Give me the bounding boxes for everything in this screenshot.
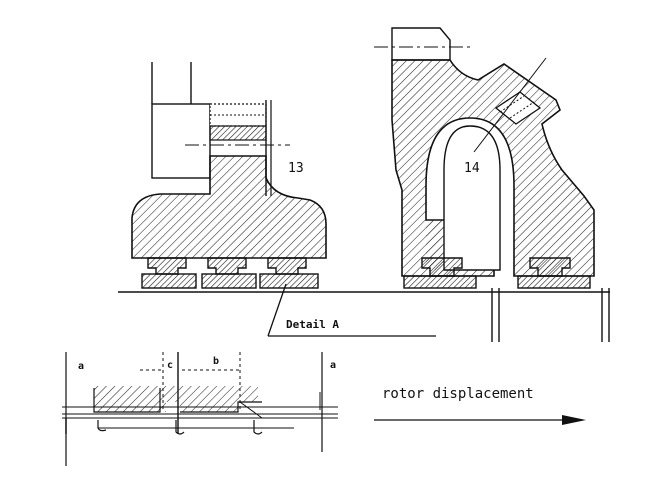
arrow-head-icon [562, 415, 586, 425]
detail-a-callout: Detail A [267, 283, 436, 337]
dim-c-label: c [167, 360, 173, 371]
rotor-posts [491, 288, 610, 342]
part-14-bolt-axis [473, 57, 547, 153]
detail-a-sketch: a c b a [62, 352, 338, 466]
part-14-label: 14 [464, 161, 480, 176]
dim-a-right-label: a [330, 360, 336, 371]
part-13-hatched-strip [209, 125, 267, 141]
part-14-bolt [473, 57, 547, 153]
part-14-assembly: 14 [374, 27, 595, 289]
part-13-upper-block [151, 103, 211, 179]
part-13-label: 13 [288, 161, 304, 176]
part-13-body [131, 155, 327, 259]
dim-a-left-label: a [78, 361, 84, 372]
detail-a-label: Detail A [286, 318, 339, 331]
rotor-displacement-indicator: rotor displacement [374, 386, 586, 425]
part-13-seal-blocks [141, 257, 319, 289]
part-13-assembly: 13 [131, 62, 327, 289]
dim-b-label: b [213, 356, 219, 367]
rotor-displacement-label: rotor displacement [382, 386, 534, 402]
part-14-seal-blocks [403, 257, 591, 289]
